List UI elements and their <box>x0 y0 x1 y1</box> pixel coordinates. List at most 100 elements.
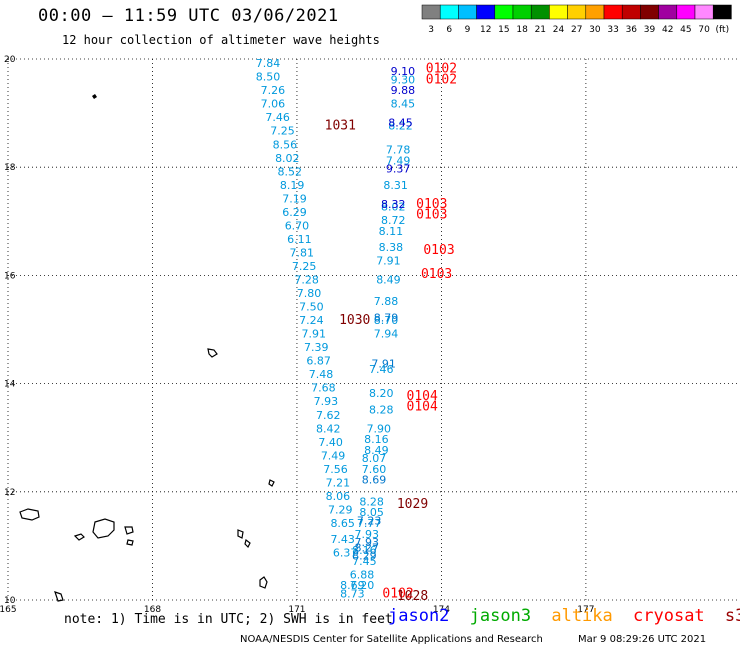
x-tick-label: 168 <box>144 605 161 615</box>
wave-height-value: 8.49 <box>364 444 389 457</box>
wave-height-value: 7.40 <box>318 436 343 449</box>
map-grid: 165 168 171 174 177 10 12 14 16 18 20 <box>0 55 740 615</box>
wave-height-value: 7.24 <box>299 314 324 327</box>
colorbar-label: 45 <box>680 25 691 35</box>
colorbar-label: 70 <box>698 25 710 35</box>
pass-time-label: 0102 <box>382 586 413 601</box>
wave-height-value: 7.46 <box>265 111 290 124</box>
colorbar-label: 24 <box>553 25 565 35</box>
satellite-jason3: jason3 <box>469 606 532 626</box>
x-tick-label: 171 <box>288 605 305 615</box>
wave-height-value: 8.56 <box>273 138 298 151</box>
island-shape <box>268 479 275 487</box>
y-tick-label: 12 <box>4 488 15 498</box>
wave-height-value: 7.62 <box>316 409 341 422</box>
wave-height-value: 7.29 <box>328 503 353 516</box>
wave-height-value: 6.87 <box>306 355 331 368</box>
wave-height-value: 8.07 <box>362 452 387 465</box>
wave-height-value: 7.43 <box>330 533 355 546</box>
colorbar-swatch <box>494 4 514 20</box>
wave-height-value: 8.45 <box>388 117 413 130</box>
colorbar-label: 3 <box>428 25 434 35</box>
colorbar-label: 6 <box>446 25 452 35</box>
wave-height-value: 8.73 <box>340 587 365 600</box>
y-tick-label: 16 <box>4 271 16 281</box>
wave-height-value: 6.37 <box>333 547 358 560</box>
wave-height-value: 7.88 <box>374 295 399 308</box>
satellite-cryosat: cryosat <box>633 606 705 626</box>
pass-time-label: 0103 <box>423 243 454 258</box>
colorbar-swatch <box>549 4 568 20</box>
credit-line: NOAA/NESDIS Center for Satellite Applica… <box>240 634 543 645</box>
wave-height-value: 7.93 <box>314 395 339 408</box>
satellite-s3a: s3a <box>724 606 740 626</box>
wave-height-value: 7.68 <box>311 382 336 395</box>
colorbar-swatch <box>603 4 623 20</box>
pass-time-label: 0103 <box>421 267 452 282</box>
wave-height-value: 7.19 <box>282 192 307 205</box>
y-tick-label: 20 <box>4 55 16 65</box>
satellite-altika: altika <box>551 606 613 626</box>
wave-height-value: 8.79 <box>374 311 399 324</box>
colorbar-label: 18 <box>516 25 528 35</box>
wave-height-tracks: 7.848.507.267.067.467.258.568.028.528.19… <box>256 57 415 600</box>
wave-height-value: 8.72 <box>381 214 406 227</box>
x-tick-label: 165 <box>0 605 17 615</box>
colorbar-label: 30 <box>589 25 601 35</box>
wave-height-value: 7.28 <box>294 274 319 287</box>
colorbar-swatch <box>439 4 459 20</box>
wave-height-value: 6.29 <box>282 206 307 219</box>
wave-height-value: 7.91 <box>302 328 327 341</box>
wave-height-value: 7.39 <box>304 341 329 354</box>
island-shape <box>92 518 115 539</box>
wave-height-value: 8.06 <box>326 490 351 503</box>
colorbar-label: (ft) <box>716 25 730 35</box>
wave-height-value: 6.70 <box>285 219 310 232</box>
wave-height-value: 8.65 <box>330 517 355 530</box>
colorbar-swatch <box>585 4 605 20</box>
wave-height-value: 9.88 <box>391 84 416 97</box>
island-shape <box>259 576 268 589</box>
colorbar-label: 21 <box>535 25 546 35</box>
colorbar-label: 9 <box>465 25 471 35</box>
wave-height-value: 7.90 <box>367 422 392 435</box>
island-shape <box>207 348 218 358</box>
wave-height-value: 8.45 <box>391 98 416 111</box>
pass-time-label: 0104 <box>407 389 438 404</box>
island-shape <box>237 529 244 539</box>
wave-height-value: 8.28 <box>369 403 394 416</box>
island-shape <box>54 591 64 602</box>
wave-height-value: 7.48 <box>309 368 334 381</box>
wave-height-value: 9.10 <box>391 65 416 78</box>
wave-height-value: 7.49 <box>386 154 411 167</box>
island-shape <box>124 526 134 535</box>
wave-height-value: 8.49 <box>376 274 401 287</box>
x-tick-label: 177 <box>577 605 594 615</box>
pass-time-label: 0103 <box>416 208 447 223</box>
wave-height-value: 8.20 <box>369 387 394 400</box>
island-shape <box>126 539 134 546</box>
wave-height-value: 7.80 <box>297 287 322 300</box>
wave-height-value: 7.91 <box>371 357 396 370</box>
wave-height-value: 7.60 <box>362 463 387 476</box>
y-tick-label: 18 <box>4 163 16 173</box>
wave-height-value: 7.46 <box>369 363 394 376</box>
wave-height-value: 7.25 <box>292 260 317 273</box>
wave-height-value: 8.27 <box>355 541 380 554</box>
y-tick-label: 14 <box>4 380 16 390</box>
wave-height-value: 8.31 <box>383 179 408 192</box>
colorbar-label: 15 <box>498 25 509 35</box>
island-shape <box>92 94 97 99</box>
wave-height-colorbar: 3 6 9 12 15 18 21 24 27 30 33 36 39 42 45 70 (ft) <box>421 4 732 35</box>
wave-height-value: 7.50 <box>299 301 324 314</box>
wave-height-value: 7.84 <box>256 57 281 70</box>
wave-height-value: 7.20 <box>350 579 375 592</box>
wave-height-value: 8.28 <box>359 495 384 508</box>
wave-height-value: 7.81 <box>290 246 315 259</box>
pass-time-label: 1029 <box>397 497 428 512</box>
wave-height-value: 8.70 <box>374 314 399 327</box>
colorbar-label: 33 <box>607 25 618 35</box>
colorbar-swatch <box>512 4 532 20</box>
wave-height-value: 9.37 <box>386 163 411 176</box>
wave-height-value: 7.77 <box>357 517 382 530</box>
